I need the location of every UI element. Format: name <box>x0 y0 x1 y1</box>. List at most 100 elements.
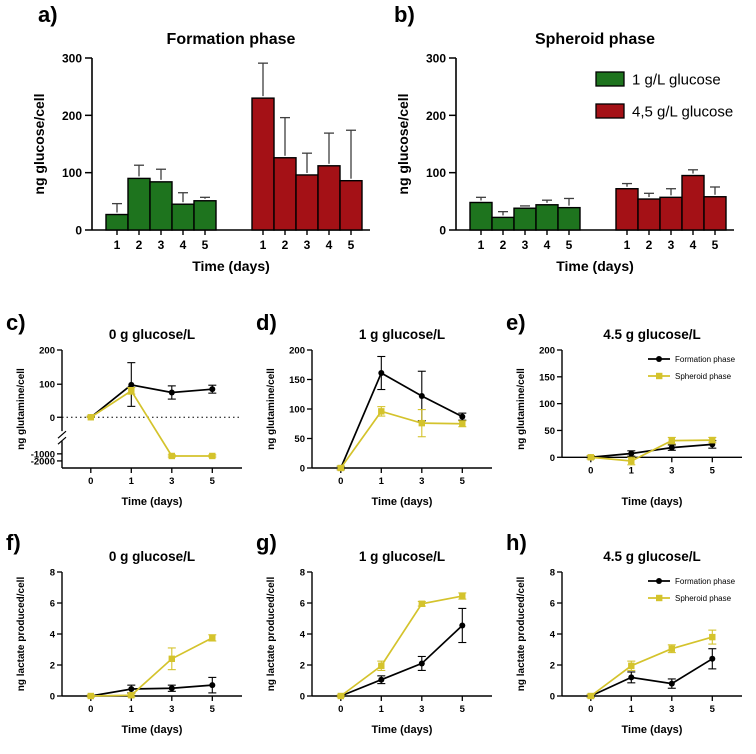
data-point-square <box>587 692 594 700</box>
y-tick-label: 50 <box>294 434 305 445</box>
data-point-square <box>87 414 94 421</box>
y-tick-label: 0 <box>50 692 55 703</box>
data-point-square <box>628 457 635 465</box>
bar <box>469 201 493 231</box>
x-tick-label: 3 <box>668 238 675 252</box>
legend-marker-circle <box>656 356 662 362</box>
axis-break-mark <box>57 436 67 445</box>
bar-chart-svg: Formation phase 0 100 200 300 ng glucose/cell… <box>31 31 370 274</box>
y-tick-label: 0 <box>550 692 555 703</box>
data-point-circle <box>668 680 675 687</box>
data-point-square <box>709 436 716 444</box>
data-point-square <box>668 645 675 652</box>
data-point-square <box>87 692 94 700</box>
y-tick-label: 4 <box>300 630 306 641</box>
data-point-square <box>587 454 594 461</box>
y-axis-label: ng glutamine/cell <box>516 368 527 450</box>
y-tick-label: 200 <box>39 346 55 357</box>
y-axis-label: ng lactate produced/cell <box>266 577 277 692</box>
x-axis-label: Time (days) <box>556 258 634 274</box>
x-tick-label: 3 <box>419 704 424 715</box>
data-point-square <box>168 655 175 662</box>
x-tick-label: 1 <box>629 465 635 476</box>
data-point-square <box>378 662 385 669</box>
y-tick-label: -2000 <box>31 456 55 467</box>
y-tick-label: -1000 <box>31 449 55 460</box>
x-tick-label: 1 <box>478 238 485 252</box>
y-axis-label: ng glucose/cell <box>31 93 47 194</box>
bar <box>339 179 363 231</box>
x-tick-label: 3 <box>669 704 674 715</box>
data-point-square <box>418 600 425 607</box>
x-tick-label: 1 <box>379 476 385 487</box>
y-tick-label: 2 <box>50 661 55 672</box>
y-tick-label: 100 <box>539 399 555 410</box>
y-tick-label: 6 <box>300 599 305 610</box>
bar-chart-svg: Spheroid phase 0 100 200 300 ng glucose/cell 1… <box>395 31 734 274</box>
y-tick-label: 100 <box>426 166 446 180</box>
x-tick-label: 0 <box>338 704 343 715</box>
x-tick-label: 1 <box>129 476 135 487</box>
series-line <box>340 624 463 697</box>
data-point-square <box>459 592 466 600</box>
series-line <box>340 410 463 469</box>
y-tick-label: 0 <box>550 453 555 464</box>
y-axis-label: ng glutamine/cell <box>266 368 277 450</box>
legend-label: 4,5 g/L glucose <box>632 104 733 121</box>
chart-title: Spheroid phase <box>535 31 655 48</box>
x-axis-label: Time (days) <box>122 724 183 736</box>
bar <box>295 174 319 231</box>
x-tick-label: 5 <box>348 238 355 252</box>
data-point-square <box>128 387 135 395</box>
y-axis-label: ng glucose/cell <box>395 93 411 194</box>
x-tick-label: 0 <box>88 704 93 715</box>
series-line <box>90 637 213 697</box>
data-point-square <box>668 437 675 444</box>
y-tick-label: 4 <box>50 630 56 641</box>
legend-label: 1 g/L glucose <box>632 72 721 89</box>
data-point-circle <box>168 389 175 396</box>
x-tick-label: 0 <box>588 704 593 715</box>
bar <box>557 206 581 231</box>
y-axis-label: ng lactate produced/cell <box>516 577 527 692</box>
data-point-square <box>168 452 175 460</box>
x-tick-label: 1 <box>629 704 635 715</box>
series-line <box>90 684 213 697</box>
series-line <box>90 383 213 418</box>
chart-e-glutamine-4-5g: 4.5 g glucose/L 0 50 100 150 200 ng glutamine/… <box>512 324 750 529</box>
x-tick-label: 5 <box>710 465 716 476</box>
line-chart-svg: 1 g glucose/L 0 2 4 6 8 ng lactate produced/ce… <box>266 549 492 736</box>
y-tick-label: 200 <box>62 109 82 123</box>
chart-title: Formation phase <box>167 31 296 48</box>
data-point-circle <box>168 685 175 692</box>
chart-b-spheroid-phase-bars: Spheroid phase 0 100 200 300 ng glucose/cell 1… <box>390 24 756 301</box>
bar <box>127 177 151 231</box>
panel-label-h: h) <box>506 530 527 555</box>
y-axis-label: ng glutamine/cell <box>16 368 27 450</box>
legend-marker-square <box>656 372 663 380</box>
x-tick-label: 3 <box>669 465 674 476</box>
chart-title: 1 g glucose/L <box>359 549 445 564</box>
series-line <box>340 371 463 469</box>
bar <box>703 196 727 231</box>
x-axis-label: Time (days) <box>372 496 433 508</box>
chart-title: 1 g glucose/L <box>359 327 445 342</box>
series-line <box>590 658 713 697</box>
legend-label: Spheroid phase <box>675 372 732 381</box>
x-tick-label: 5 <box>210 704 216 715</box>
panel-label-f: f) <box>6 530 21 555</box>
bar <box>681 174 705 231</box>
legend-label: Spheroid phase <box>675 594 732 603</box>
line-chart-svg: 4.5 g glucose/L 0 2 4 6 8 ng lactate produced/… <box>516 549 742 736</box>
x-tick-label: 3 <box>169 476 174 487</box>
y-axis-label: ng lactate produced/cell <box>16 577 27 692</box>
y-tick-label: 0 <box>300 464 305 475</box>
x-tick-label: 1 <box>624 238 631 252</box>
data-point-square <box>337 464 344 472</box>
data-point-square <box>378 408 385 415</box>
axis-break-mark <box>57 430 67 439</box>
y-tick-label: 150 <box>539 372 555 383</box>
bar <box>615 188 639 231</box>
data-point-circle <box>459 413 466 420</box>
